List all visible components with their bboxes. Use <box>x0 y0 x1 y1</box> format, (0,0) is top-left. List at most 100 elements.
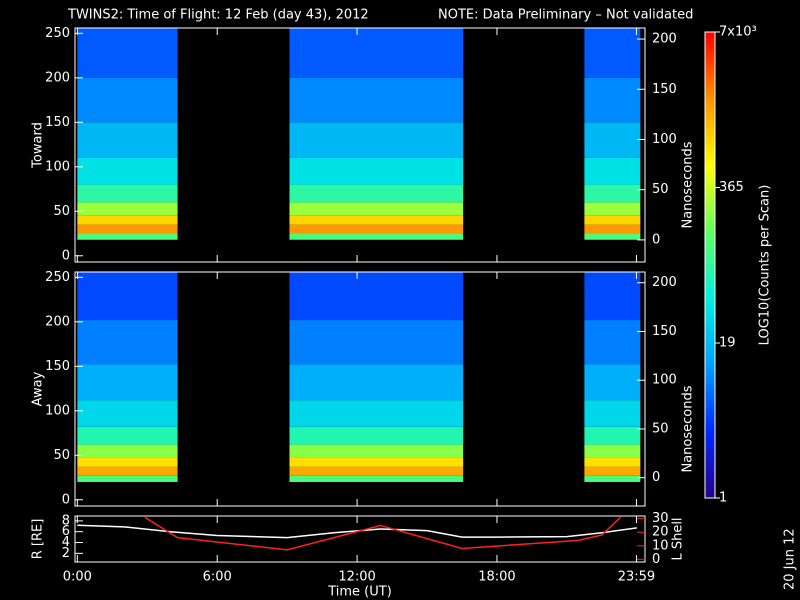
y-axis-label: Toward <box>31 122 46 169</box>
y2-tick-label: 0 <box>652 232 660 247</box>
plot-frame <box>74 271 646 507</box>
heatmap-cell <box>77 320 178 365</box>
y2-tick-label: 10 <box>652 538 669 553</box>
plot-area <box>77 28 641 240</box>
heatmap-cell <box>289 122 464 158</box>
y-tick-label: 200 <box>45 314 70 329</box>
heatmap-cell <box>77 215 178 225</box>
y-tick-label: 150 <box>45 115 70 130</box>
heatmap-cell <box>584 457 641 467</box>
y-tick-label: 0 <box>62 492 70 507</box>
y-tick-label: 2 <box>62 546 70 561</box>
heatmap-cell <box>77 184 178 203</box>
colorbar <box>704 31 716 499</box>
y-tick-label: 200 <box>45 70 70 85</box>
heatmap-cell <box>77 426 178 445</box>
y2-tick-label: 150 <box>652 324 677 339</box>
heatmap-cell <box>584 157 641 185</box>
y2-tick-label: 20 <box>652 525 669 540</box>
y-tick-label: 150 <box>45 359 70 374</box>
colorbar-tick-label: 365 <box>719 180 744 195</box>
y-tick-label: 100 <box>45 403 70 418</box>
y2-axis-label: Nanoseconds <box>681 141 696 228</box>
heatmap-cell <box>584 320 641 365</box>
heatmap-cell <box>584 426 641 445</box>
x-tick-label: 6:00 <box>203 570 232 585</box>
y-tick-label: 8 <box>62 513 70 528</box>
heatmap-cell <box>77 28 178 78</box>
heatmap-cell <box>77 157 178 185</box>
heatmap-cell <box>289 466 464 476</box>
heatmap-cell <box>77 466 178 476</box>
series-line <box>144 516 622 551</box>
heatmap-cell <box>584 202 641 216</box>
heatmap-cell <box>584 364 641 401</box>
colorbar-tick-label: 19 <box>719 336 736 351</box>
heatmap-cell <box>584 224 641 234</box>
heatmap-cell <box>584 475 641 482</box>
heatmap-cell <box>289 444 464 458</box>
y-axis-label: Away <box>31 371 46 406</box>
y-tick-label: 50 <box>53 448 70 463</box>
plot-area <box>77 272 641 482</box>
x-tick-label: 12:00 <box>338 570 375 585</box>
heatmap-cell <box>584 466 641 476</box>
heatmap-cell <box>584 400 641 427</box>
y2-tick-label: 100 <box>652 373 677 388</box>
y2-tick-label: 50 <box>652 182 669 197</box>
colorbar-tick-label: 1 <box>719 491 727 506</box>
heatmap-cell <box>289 157 464 185</box>
x-tick-label: 23:59 <box>618 570 655 585</box>
heatmap-cell <box>289 457 464 467</box>
heatmap-cell <box>289 426 464 445</box>
y-tick-label: 0 <box>62 248 70 263</box>
heatmap-cell <box>584 77 641 123</box>
colorbar-tick-label: 7x10³ <box>719 25 757 40</box>
heatmap-cell <box>584 28 641 78</box>
plot-frame <box>74 515 646 563</box>
heatmap-cell <box>77 457 178 467</box>
heatmap-cell <box>77 77 178 123</box>
plot-frame <box>74 27 646 263</box>
y2-axis-label: Nanoseconds <box>681 385 696 472</box>
heatmap-cell <box>584 272 641 321</box>
heatmap-cell <box>289 184 464 203</box>
x-tick-label: 0:00 <box>63 570 92 585</box>
note: NOTE: Data Preliminary – Not validated <box>438 8 693 23</box>
y-axis-label: R [RE] <box>31 519 46 560</box>
heatmap-cell <box>289 28 464 78</box>
heatmap-cell <box>289 77 464 123</box>
y2-tick-label: 50 <box>652 421 669 436</box>
y-tick-label: 250 <box>45 270 70 285</box>
heatmap-cell <box>77 272 178 321</box>
heatmap-cell <box>289 320 464 365</box>
y-tick-label: 4 <box>62 535 70 550</box>
heatmap-cell <box>77 475 178 482</box>
y2-tick-label: 100 <box>652 132 677 147</box>
series-line <box>77 524 637 539</box>
heatmap-cell <box>77 444 178 458</box>
y2-tick-label: 200 <box>652 32 677 47</box>
plot-area <box>77 516 637 551</box>
heatmap-cell <box>584 233 641 240</box>
heatmap-cell <box>77 364 178 401</box>
x-tick-label: 18:00 <box>478 570 515 585</box>
heatmap-cell <box>584 444 641 458</box>
date-stamp: 20 Jun 12 <box>783 528 798 590</box>
heatmap-cell <box>584 215 641 225</box>
heatmap-cell <box>289 233 464 240</box>
y-tick-label: 100 <box>45 159 70 174</box>
x-axis-label: Time (UT) <box>327 585 392 600</box>
heatmap-cell <box>77 202 178 216</box>
heatmap-cell <box>289 202 464 216</box>
heatmap-cell <box>77 122 178 158</box>
heatmap-cell <box>289 224 464 234</box>
heatmap-cell <box>77 224 178 234</box>
y2-tick-label: 150 <box>652 82 677 97</box>
heatmap-cell <box>289 364 464 401</box>
y2-tick-label: 30 <box>652 511 669 526</box>
heatmap-cell <box>584 184 641 203</box>
chart-title: TWINS2: Time of Flight: 12 Feb (day 43),… <box>67 8 369 23</box>
heatmap-cell <box>77 233 178 240</box>
